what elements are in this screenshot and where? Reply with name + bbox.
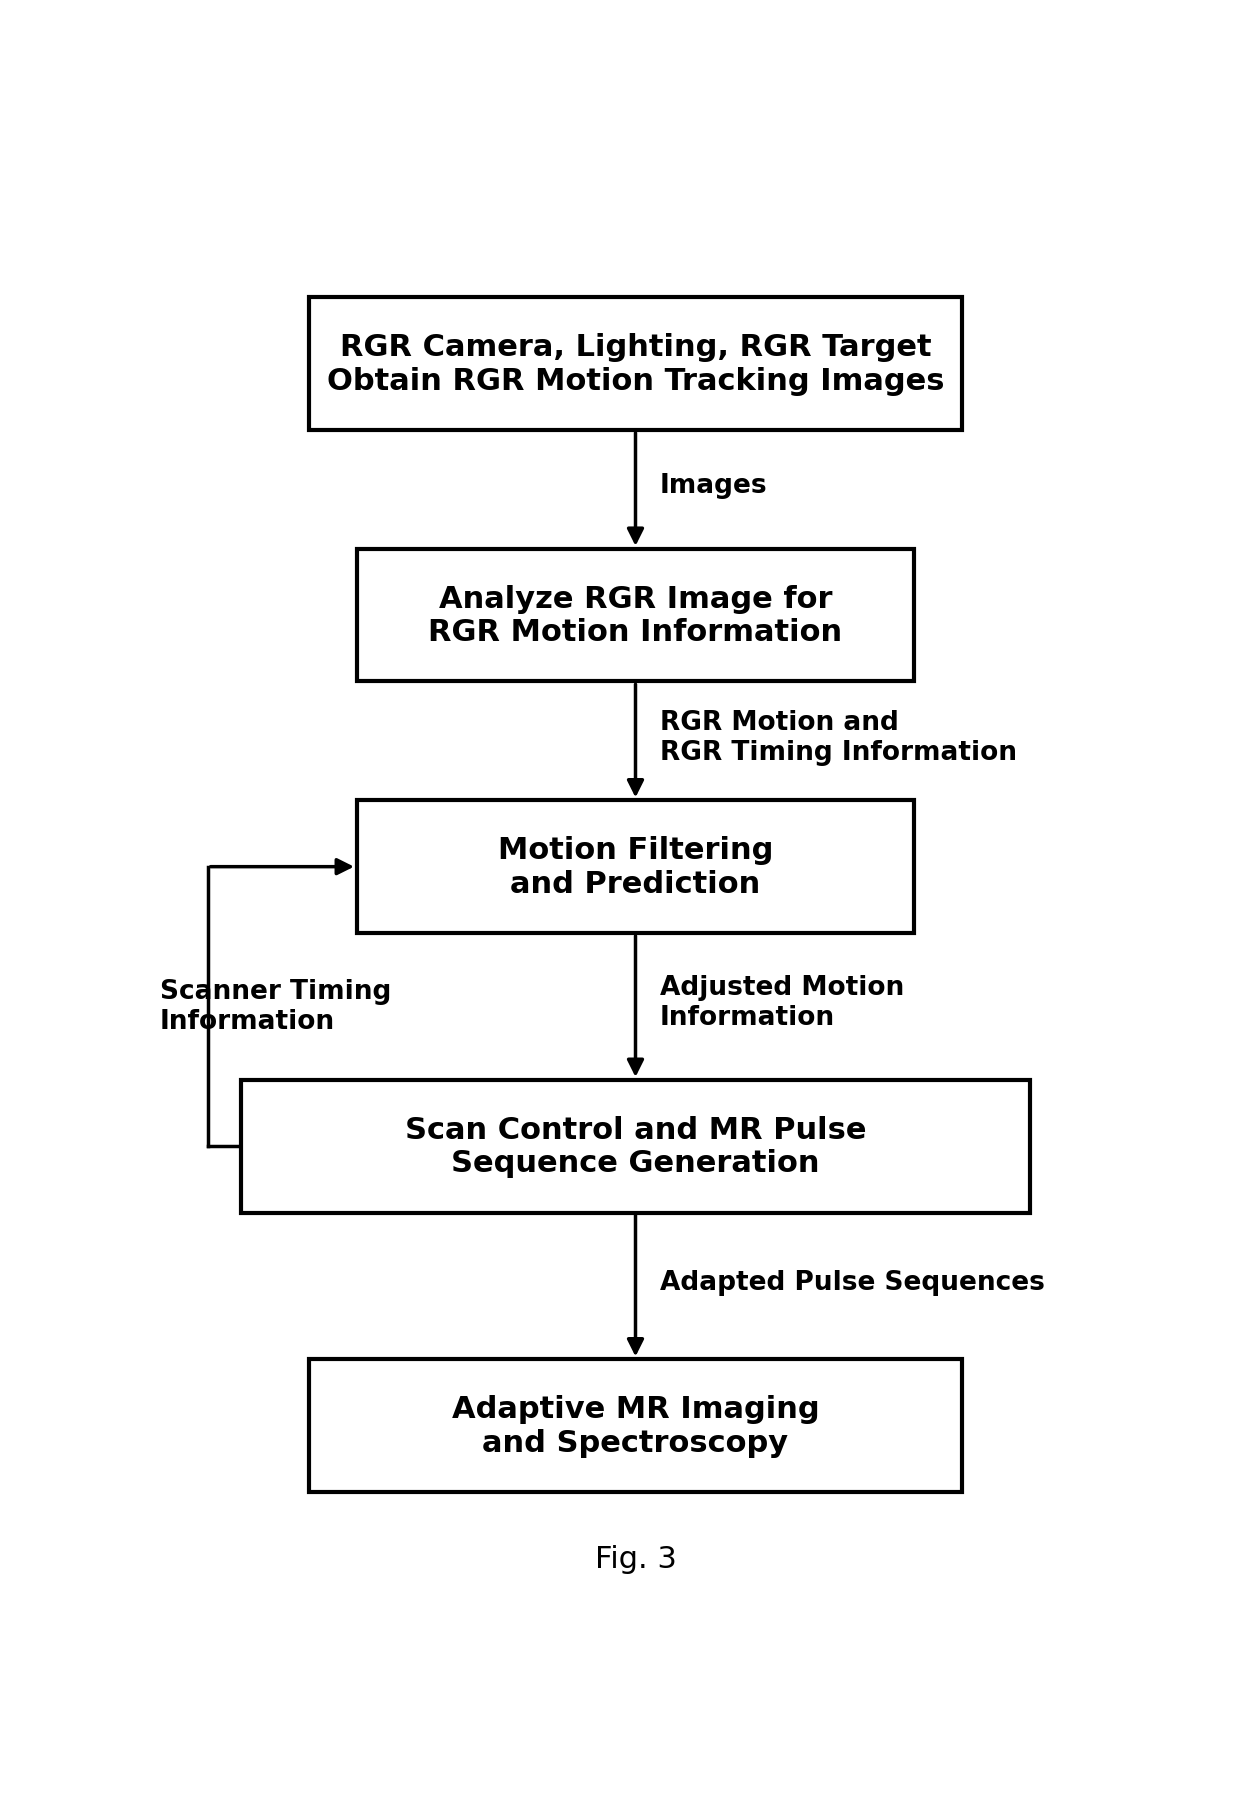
Text: RGR Motion and
RGR Timing Information: RGR Motion and RGR Timing Information — [660, 709, 1017, 766]
FancyBboxPatch shape — [357, 550, 914, 682]
Text: Adaptive MR Imaging
and Spectroscopy: Adaptive MR Imaging and Spectroscopy — [451, 1395, 820, 1457]
Text: Analyze RGR Image for
RGR Motion Information: Analyze RGR Image for RGR Motion Informa… — [429, 584, 842, 648]
Text: Adjusted Motion
Information: Adjusted Motion Information — [660, 974, 904, 1030]
Text: Motion Filtering
and Prediction: Motion Filtering and Prediction — [497, 836, 774, 898]
Text: RGR Camera, Lighting, RGR Target
Obtain RGR Motion Tracking Images: RGR Camera, Lighting, RGR Target Obtain … — [327, 334, 944, 395]
FancyBboxPatch shape — [242, 1079, 1029, 1214]
Text: Adapted Pulse Sequences: Adapted Pulse Sequences — [660, 1270, 1044, 1295]
Text: Scan Control and MR Pulse
Sequence Generation: Scan Control and MR Pulse Sequence Gener… — [404, 1116, 867, 1177]
Text: Images: Images — [660, 473, 768, 499]
Text: Fig. 3: Fig. 3 — [594, 1544, 677, 1573]
FancyBboxPatch shape — [309, 297, 962, 430]
FancyBboxPatch shape — [357, 800, 914, 934]
FancyBboxPatch shape — [309, 1359, 962, 1493]
Text: Scanner Timing
Information: Scanner Timing Information — [160, 980, 391, 1034]
